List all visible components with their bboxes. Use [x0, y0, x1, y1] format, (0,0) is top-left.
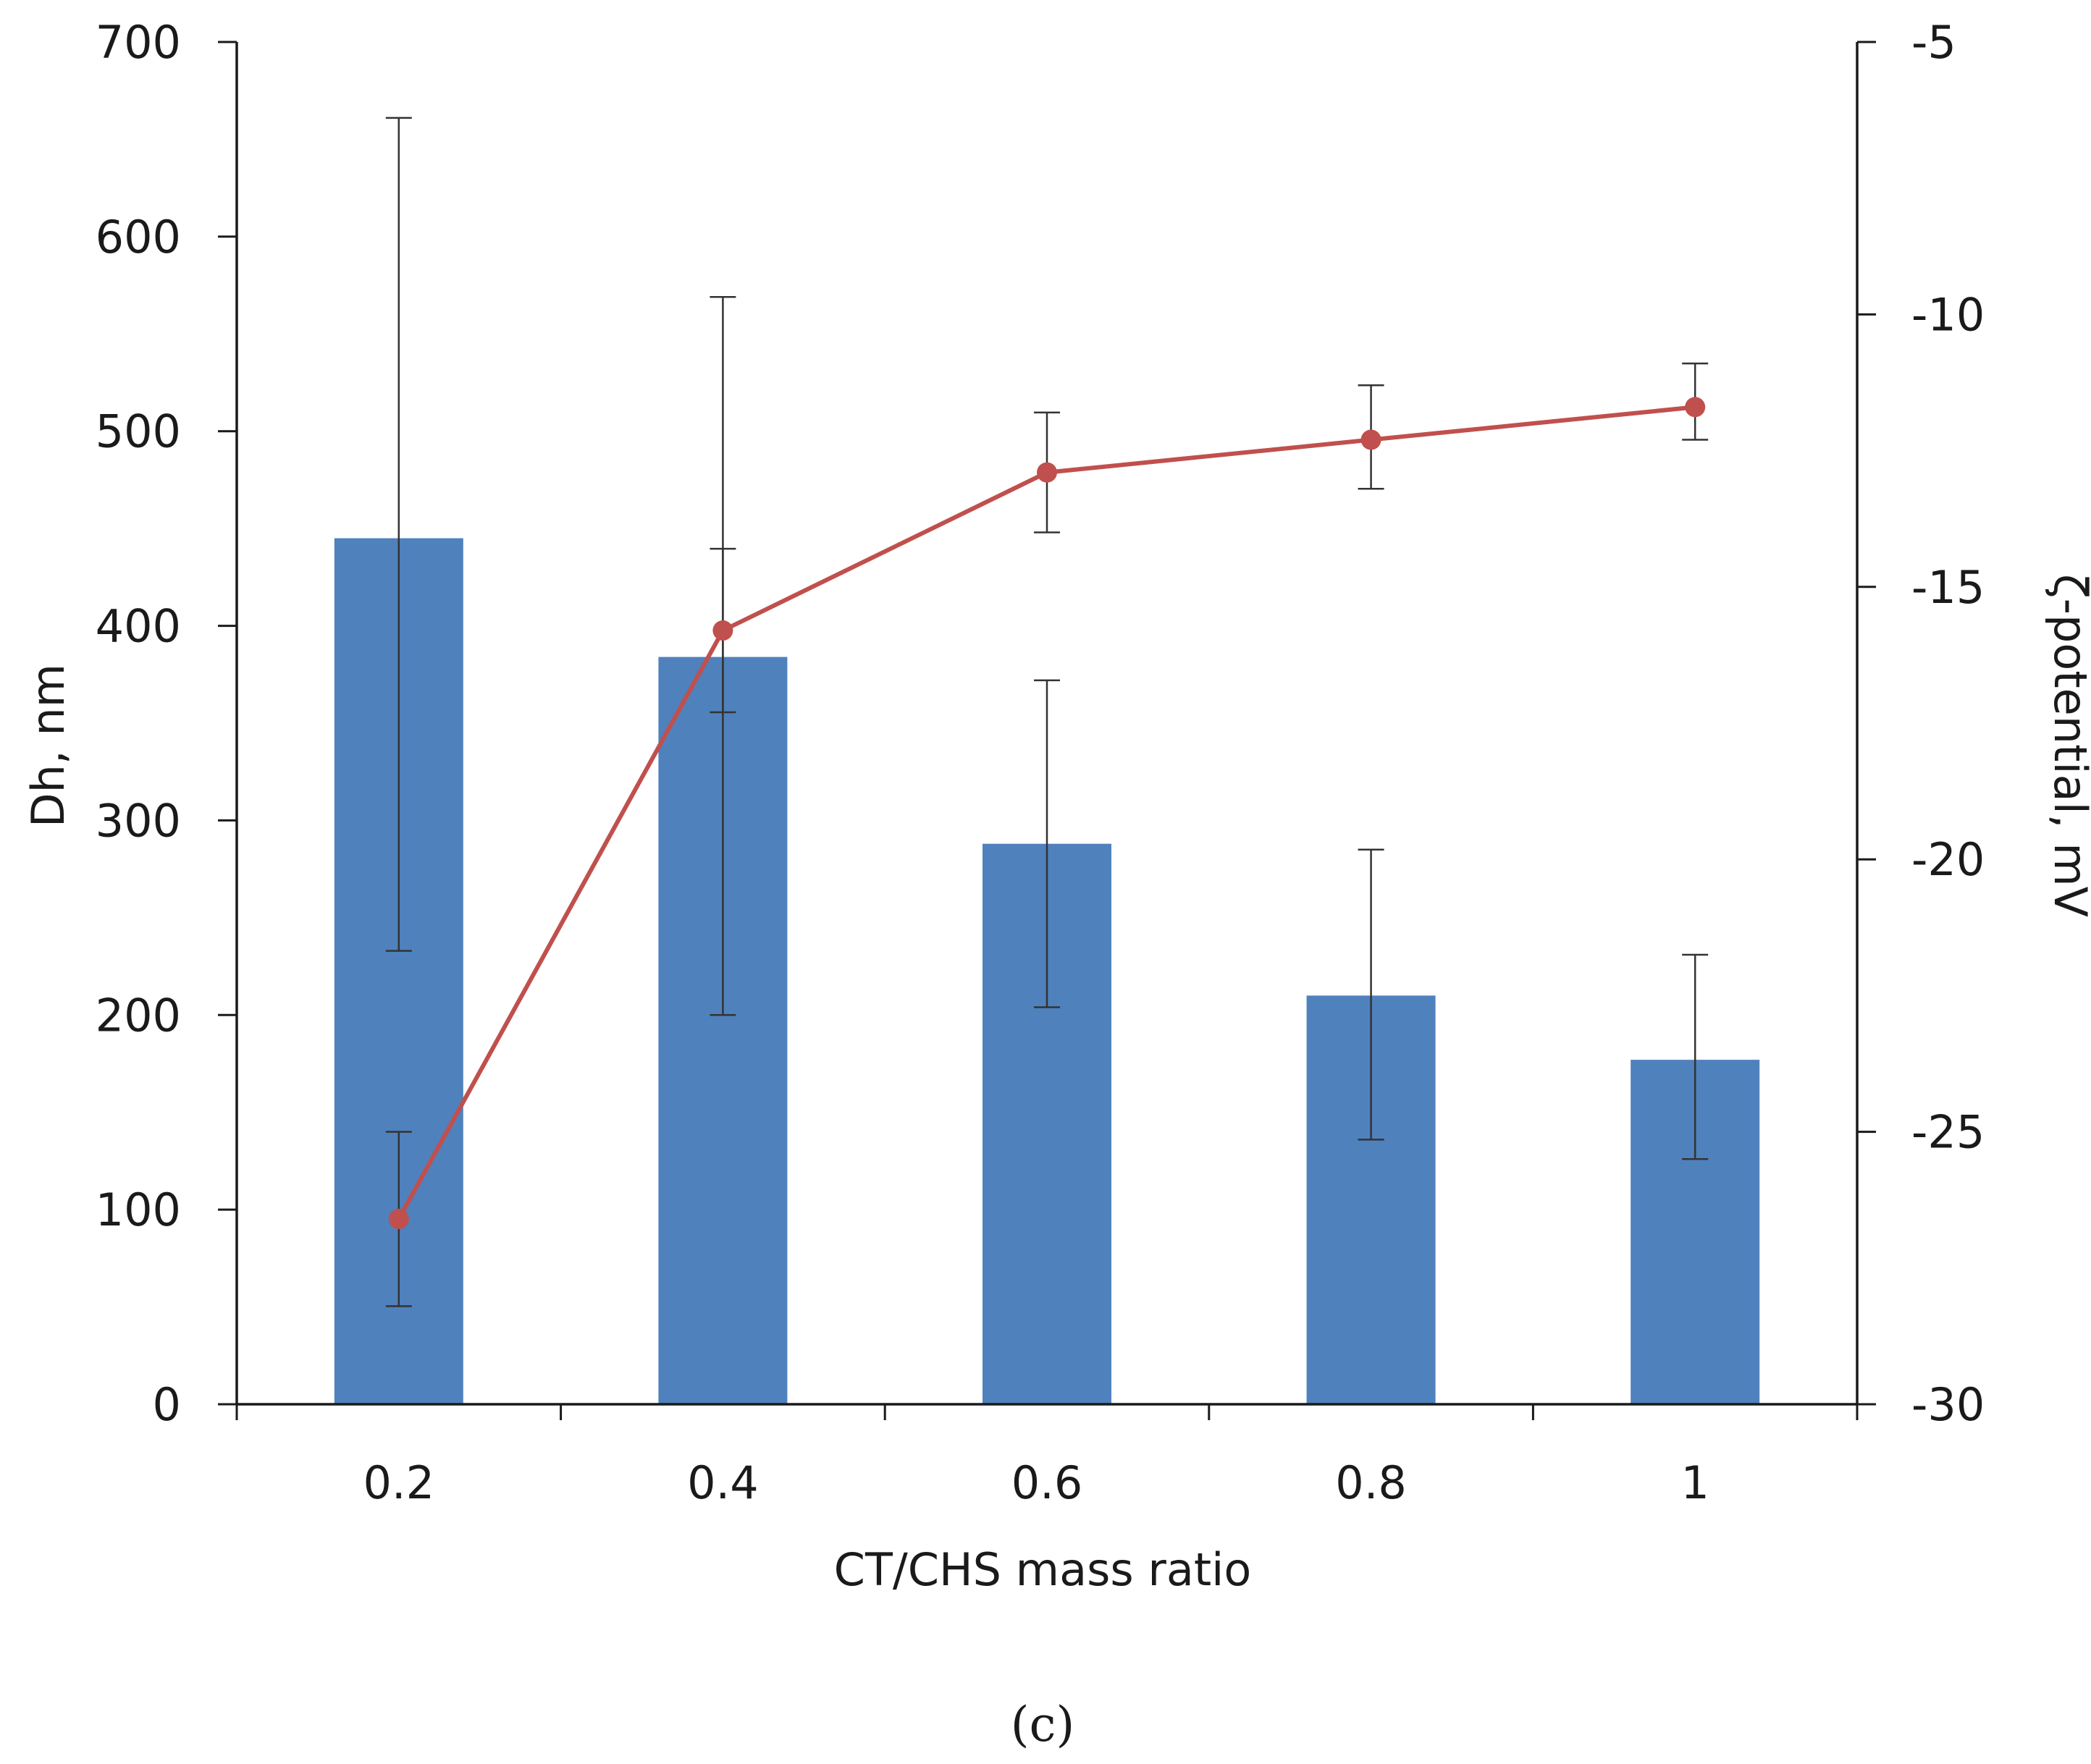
x-tick-label-0.8: 0.8 — [1335, 1456, 1407, 1509]
y-tick-label-400: 400 — [96, 600, 181, 653]
y2-tick-label--30: -30 — [1911, 1378, 1985, 1431]
zeta-point-1 — [1685, 397, 1706, 418]
x-tick-label-0.2: 0.2 — [363, 1456, 434, 1509]
y-tick-label-700: 700 — [96, 16, 181, 69]
ticks-layer: 0 100 200 300 400 500 600 700 -30 -25 -20 -15 -10 -5 0… — [96, 16, 1985, 1509]
y-tick-label-300: 300 — [96, 794, 181, 847]
zeta-point-0.6 — [1037, 462, 1057, 483]
y2-tick-label--20: -20 — [1911, 833, 1985, 886]
x-tick-label-0.4: 0.4 — [687, 1456, 759, 1509]
y-tick-label-100: 100 — [96, 1183, 181, 1236]
axes-layer — [235, 42, 1859, 1406]
y-tick-label-0: 0 — [153, 1378, 181, 1431]
zeta-point-0.8 — [1360, 429, 1381, 450]
y2-tick-label--5: -5 — [1911, 16, 1956, 69]
x-tick-label-1: 1 — [1680, 1456, 1709, 1509]
x-tick-label-0.6: 0.6 — [1011, 1456, 1083, 1509]
y2-tick-label--10: -10 — [1911, 288, 1985, 341]
zeta-point-0.2 — [388, 1209, 409, 1230]
zeta-line-layer — [388, 397, 1706, 1230]
y2-axis-title: ζ-potential, mV — [2044, 574, 2091, 917]
y-axis-title: Dh, nm — [22, 664, 75, 827]
zeta-point-0.4 — [712, 620, 733, 641]
y-tick-label-600: 600 — [96, 211, 181, 263]
y-tick-label-200: 200 — [96, 989, 181, 1042]
y-tick-label-500: 500 — [96, 405, 181, 458]
y2-tick-label--15: -15 — [1911, 561, 1985, 614]
x-axis-title: CT/CHS mass ratio — [834, 1543, 1252, 1596]
figure-caption: (c) — [1011, 1697, 1074, 1752]
y2-tick-label--25: -25 — [1911, 1106, 1985, 1159]
